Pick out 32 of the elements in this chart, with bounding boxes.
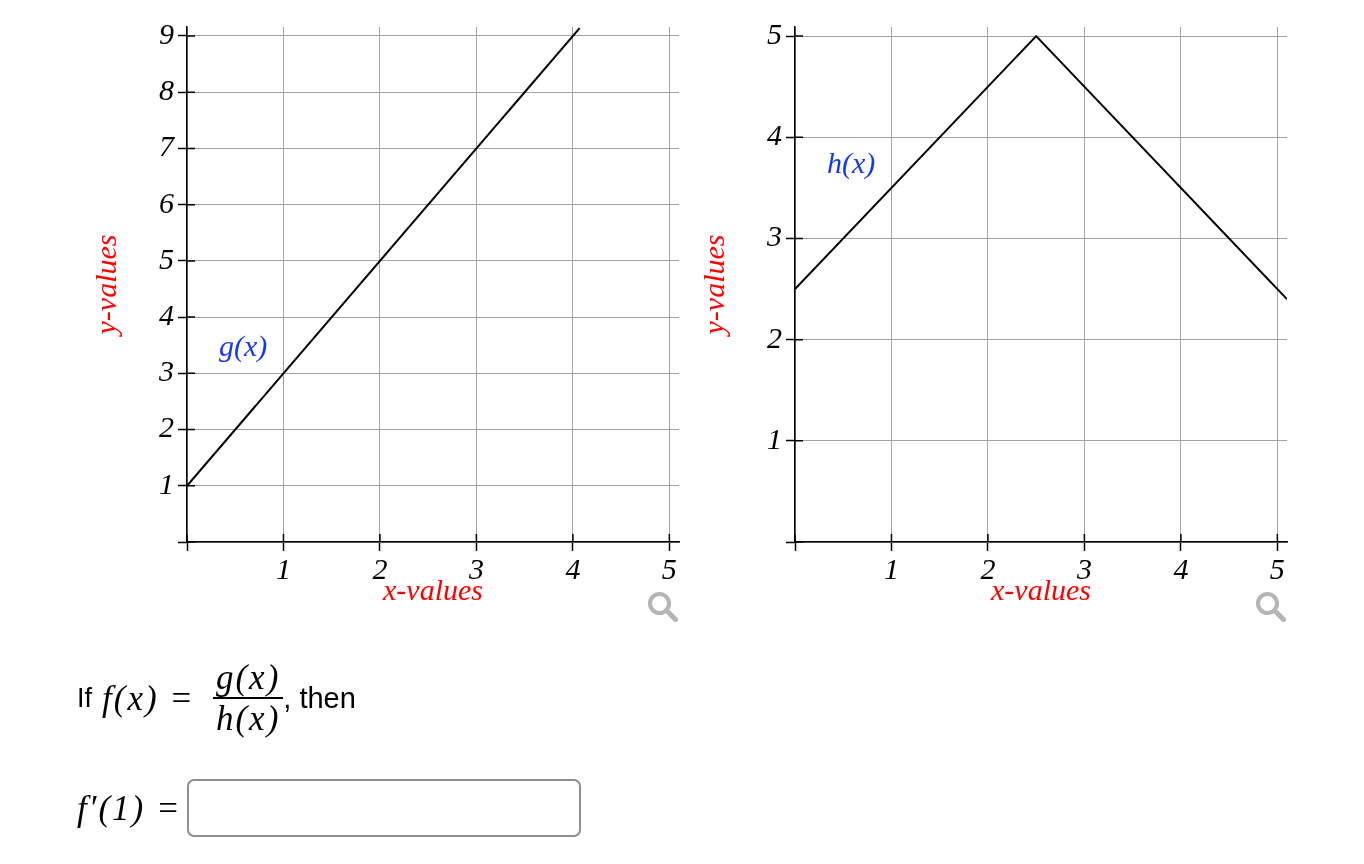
y-tick-label: 5 bbox=[159, 241, 174, 275]
y-tick-label: 6 bbox=[159, 185, 174, 219]
y-tick-label: 2 bbox=[159, 410, 174, 444]
text: , then bbox=[283, 681, 356, 715]
y-tick-label: 3 bbox=[766, 219, 782, 253]
y-tick-label: 1 bbox=[767, 421, 782, 455]
x-tick-label: 4 bbox=[1173, 551, 1189, 585]
y-tick-label: 3 bbox=[158, 354, 174, 388]
y-tick-label: 2 bbox=[767, 320, 782, 354]
y-tick-label: 5 bbox=[767, 17, 782, 50]
y-tick-label: 8 bbox=[159, 73, 174, 107]
x-tick-label: 5 bbox=[1269, 551, 1285, 585]
text: f(x) = bbox=[102, 678, 195, 718]
text: If bbox=[77, 682, 93, 714]
y-axis-title: y-values bbox=[88, 234, 122, 338]
series-label: h(x) bbox=[826, 146, 876, 181]
x-tick-label: 4 bbox=[565, 551, 581, 585]
text: g(x) bbox=[214, 658, 282, 697]
x-tick-label: 5 bbox=[661, 551, 677, 585]
y-tick-label: 1 bbox=[159, 466, 174, 500]
series-label: g(x) bbox=[218, 329, 268, 364]
y-tick-label: 4 bbox=[767, 118, 782, 152]
y-tick-label: 4 bbox=[159, 298, 174, 331]
text: h(x) bbox=[214, 699, 282, 738]
x-tick-label: 1 bbox=[275, 551, 291, 585]
x-tick-label: 1 bbox=[883, 551, 899, 585]
text: f′(1) = bbox=[77, 788, 182, 828]
x-tick-label: 3 bbox=[467, 551, 484, 585]
x-tick-label: 3 bbox=[1075, 551, 1092, 585]
y-tick-label: 7 bbox=[159, 129, 176, 163]
y-tick-label: 9 bbox=[159, 16, 174, 50]
y-axis-title: y-values bbox=[696, 234, 730, 338]
